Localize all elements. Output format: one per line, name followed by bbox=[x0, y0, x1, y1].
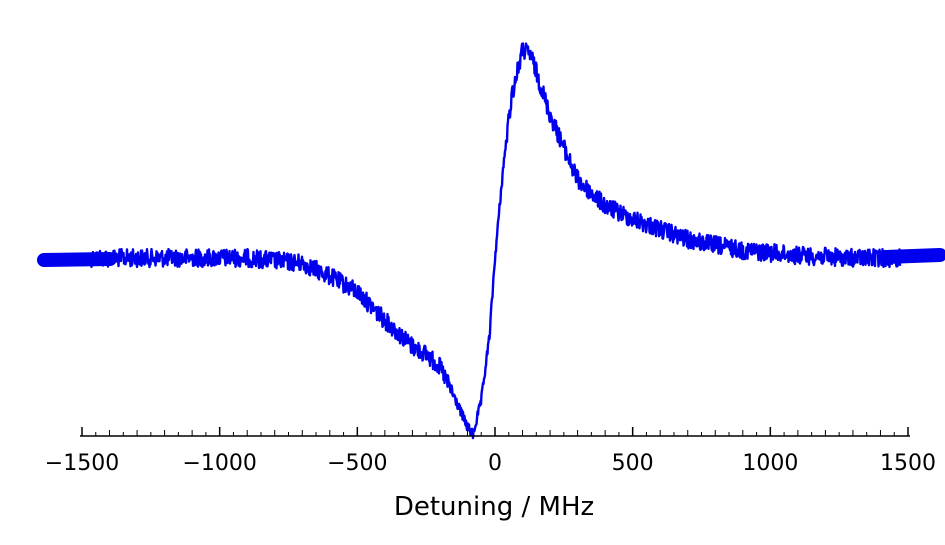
x-tick-label: −1000 bbox=[182, 451, 256, 476]
x-tick-label: −500 bbox=[327, 451, 387, 476]
series-line bbox=[88, 42, 902, 440]
x-tick-label: 500 bbox=[612, 451, 654, 476]
x-axis-title: Detuning / MHz bbox=[394, 492, 594, 522]
x-ticks: −1500 −1000 −500 0 500 1000 1500 bbox=[45, 427, 936, 476]
x-tick-label: 1000 bbox=[742, 451, 798, 476]
x-tick-label: −1500 bbox=[45, 451, 119, 476]
series-layer bbox=[37, 42, 945, 440]
x-tick-label: 1500 bbox=[880, 451, 936, 476]
x-tick-label: 0 bbox=[488, 451, 502, 476]
